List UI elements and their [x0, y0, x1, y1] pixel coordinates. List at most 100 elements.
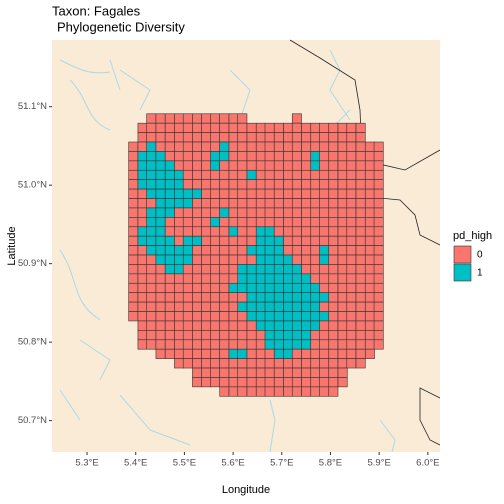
- cell: [291, 160, 302, 171]
- cell: [237, 198, 248, 209]
- cell: [210, 179, 221, 190]
- cell: [246, 198, 257, 209]
- cell: [137, 339, 148, 350]
- cell: [146, 198, 157, 209]
- cell: [164, 348, 175, 359]
- cell: [155, 245, 166, 256]
- cell: [174, 245, 184, 256]
- cell: [301, 311, 312, 322]
- cell: [237, 320, 248, 331]
- cell: [201, 301, 212, 312]
- cell: [355, 132, 366, 143]
- cell: [310, 226, 321, 237]
- cell: [201, 207, 212, 218]
- cell: [355, 226, 366, 237]
- cell: [228, 169, 239, 180]
- cell: [155, 226, 166, 237]
- cell: [328, 339, 339, 350]
- cell: [319, 273, 330, 284]
- cell: [364, 169, 375, 180]
- cell: [364, 273, 375, 284]
- cell: [255, 217, 266, 228]
- cell: [337, 245, 348, 256]
- cell: [192, 169, 202, 180]
- cell: [355, 311, 366, 322]
- cell: [128, 169, 139, 180]
- cell: [201, 264, 212, 275]
- cell: [146, 264, 157, 275]
- cell: [192, 179, 202, 190]
- cell: [255, 330, 266, 341]
- cell: [319, 311, 330, 322]
- cell: [182, 113, 193, 124]
- cell: [264, 282, 275, 293]
- cell: [137, 160, 148, 171]
- cell: [201, 348, 212, 359]
- cell: [310, 348, 321, 359]
- cell: [283, 367, 294, 378]
- cell: [174, 141, 184, 152]
- cell: [210, 292, 221, 303]
- cell: [155, 217, 166, 228]
- cell: [182, 226, 193, 237]
- cell: [310, 188, 321, 199]
- cell: [355, 339, 366, 350]
- cell: [210, 282, 221, 293]
- cell: [264, 198, 275, 209]
- cell: [219, 367, 230, 378]
- cell: [337, 122, 348, 133]
- cell: [246, 348, 257, 359]
- cell: [301, 132, 312, 143]
- cell: [174, 160, 184, 171]
- cell: [346, 207, 357, 218]
- cell: [301, 273, 312, 284]
- cell: [228, 235, 239, 246]
- cell: [174, 264, 184, 275]
- y-tick-label: 51.1°N: [18, 101, 47, 112]
- cell: [246, 179, 257, 190]
- cell: [264, 264, 275, 275]
- cell: [210, 367, 221, 378]
- y-axis-label: Latitude: [6, 226, 18, 265]
- cell: [273, 386, 284, 397]
- cell: [346, 348, 357, 359]
- cell: [283, 198, 294, 209]
- cell: [246, 132, 257, 143]
- cell: [192, 292, 202, 303]
- cell: [255, 358, 266, 369]
- cell: [164, 132, 175, 143]
- cell: [182, 141, 193, 152]
- cell: [155, 273, 166, 284]
- cell: [373, 301, 384, 312]
- cell: [155, 122, 166, 133]
- cell: [301, 151, 312, 162]
- cell: [155, 254, 166, 265]
- cell: [283, 217, 294, 228]
- cell: [237, 207, 248, 218]
- cell: [355, 301, 366, 312]
- cell: [182, 282, 193, 293]
- cell: [219, 141, 230, 152]
- cell: [291, 245, 302, 256]
- cell: [164, 122, 175, 133]
- cell: [273, 188, 284, 199]
- cell: [264, 141, 275, 152]
- cell: [346, 245, 357, 256]
- cell: [164, 254, 175, 265]
- cell: [210, 245, 221, 256]
- cell: [355, 207, 366, 218]
- cell: [201, 151, 212, 162]
- cell: [337, 151, 348, 162]
- cell: [255, 188, 266, 199]
- cell: [337, 254, 348, 265]
- cell: [146, 217, 157, 228]
- x-tick-label: 5.6°E: [221, 458, 244, 469]
- cell: [210, 122, 221, 133]
- cell: [273, 377, 284, 388]
- cell: [319, 377, 330, 388]
- cell: [137, 141, 148, 152]
- cell: [219, 330, 230, 341]
- cell: [128, 264, 139, 275]
- cell: [283, 386, 294, 397]
- cell: [346, 254, 357, 265]
